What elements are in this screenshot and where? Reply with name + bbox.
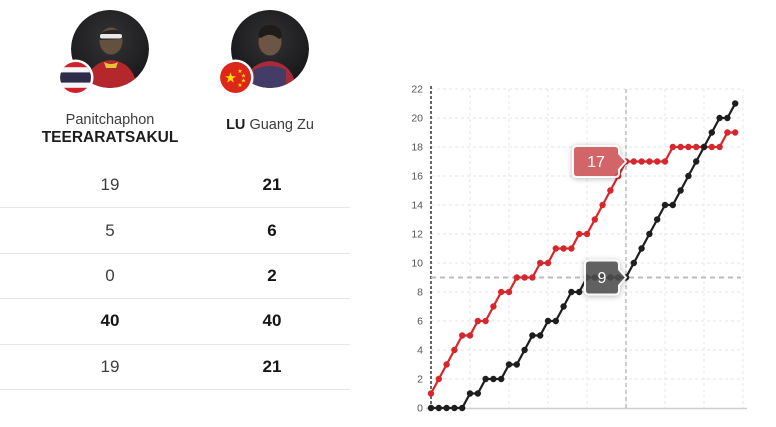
series-2-line xyxy=(431,102,737,410)
tooltip-value: 17 xyxy=(587,154,605,171)
y-tick-label: 16 xyxy=(411,171,423,183)
svg-text:★: ★ xyxy=(237,82,242,89)
stat-cell-p2: 2 xyxy=(267,265,277,285)
player2-first-name: Guang Zu xyxy=(249,117,314,133)
chart-panel: 0 2 4 6 8 10 12 14 16 18 20 22 17 9 xyxy=(390,0,776,427)
stats-table: 19 21 5 6 0 2 40 40 19 21 xyxy=(0,163,350,390)
stat-cell-p2: 6 xyxy=(267,220,277,240)
player2-name: LU Guang Zu xyxy=(160,117,380,134)
svg-text:★: ★ xyxy=(241,78,246,85)
y-tick-label: 8 xyxy=(417,287,423,299)
stat-cell-p1: 19 xyxy=(100,175,120,195)
stat-cell-p1: 40 xyxy=(100,311,120,331)
chart-tooltip-9: 9 xyxy=(584,259,628,296)
y-tick-label: 22 xyxy=(411,84,423,96)
y-tick-label: 4 xyxy=(417,345,423,357)
players-panel: ★ ★ ★ ★ ★ Panitchaphon TEERARATSAKUL LU … xyxy=(0,10,380,390)
stat-cell-p1: 0 xyxy=(105,265,115,285)
y-tick-label: 10 xyxy=(411,258,423,270)
tooltip-value: 9 xyxy=(598,270,607,287)
player2-last-name: LU xyxy=(226,117,246,133)
stat-cell-p2: 40 xyxy=(262,311,282,331)
y-tick-label: 12 xyxy=(411,229,423,241)
series-1-line xyxy=(430,131,736,395)
stat-row: 19 21 xyxy=(0,345,350,390)
stat-cell-p2: 21 xyxy=(262,175,282,195)
stat-row: 19 21 xyxy=(0,163,350,209)
chart-tooltip-17: 17 xyxy=(572,145,628,178)
player1-name: Panitchaphon TEERARATSAKUL xyxy=(0,112,220,147)
china-flag-icon: ★ ★ ★ ★ ★ xyxy=(220,62,251,93)
stat-row: 40 40 xyxy=(0,299,350,345)
player1-last-name: TEERARATSAKUL xyxy=(41,129,179,146)
svg-text:★: ★ xyxy=(241,73,246,80)
y-tick-label: 18 xyxy=(411,142,423,154)
y-tick-label: 14 xyxy=(411,200,423,212)
thailand-flag-icon xyxy=(60,62,91,93)
player1-first-name: Panitchaphon xyxy=(65,112,155,128)
y-tick-label: 0 xyxy=(417,403,423,415)
stat-cell-p2: 21 xyxy=(262,356,282,376)
stat-cell-p1: 19 xyxy=(100,356,120,376)
svg-text:★: ★ xyxy=(237,68,242,75)
player2-avatar: ★ ★ ★ ★ ★ xyxy=(220,10,309,93)
player1-avatar xyxy=(60,10,149,93)
stat-cell-p1: 5 xyxy=(105,220,115,240)
y-tick-label: 6 xyxy=(417,316,423,328)
y-tick-label: 20 xyxy=(411,113,423,125)
y-tick-label: 2 xyxy=(417,374,423,386)
svg-text:★: ★ xyxy=(224,70,237,86)
score-progression-chart[interactable]: 0 2 4 6 8 10 12 14 16 18 20 22 17 9 xyxy=(390,0,776,427)
